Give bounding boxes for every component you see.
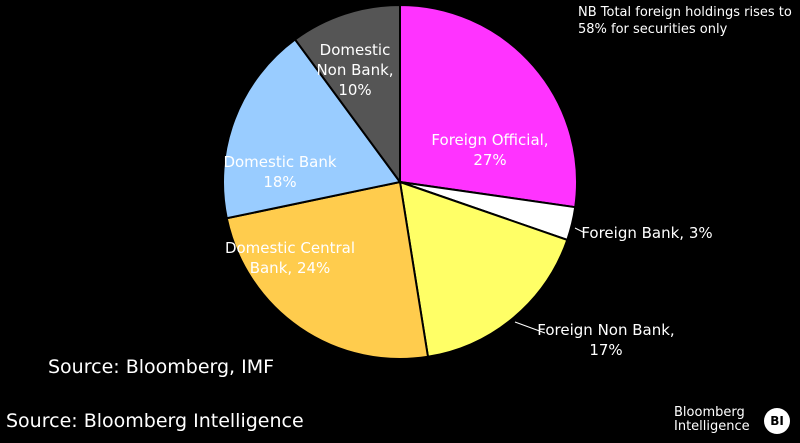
leader-line — [574, 227, 584, 233]
pie-slice — [399, 3, 578, 209]
slice-category: Foreign Non Bank, — [537, 321, 675, 339]
slice-value: 10% — [338, 81, 372, 99]
slice-label: Foreign Non Bank, 17% — [531, 320, 681, 360]
pie-slice — [225, 180, 430, 360]
slice-value: 3% — [688, 224, 713, 242]
slice-label: Domestic Bank 18% — [210, 152, 350, 192]
leader-line — [514, 321, 546, 334]
pie-slice — [293, 3, 401, 186]
slice-value: 24% — [296, 259, 331, 277]
slice-value: 17% — [589, 341, 623, 359]
slice-category: Domestic Bank — [223, 153, 337, 171]
pie-slice — [222, 38, 402, 220]
logo-text: Bloomberg Intelligence — [674, 405, 750, 434]
logo-badge: BI — [764, 408, 790, 434]
footer-source: Source: Bloomberg Intelligence — [6, 410, 304, 432]
slice-category: Domestic Non Bank, — [316, 41, 394, 79]
slice-category: Foreign Bank, — [581, 224, 685, 242]
slice-category: Foreign Official, — [431, 131, 549, 149]
slice-value: 18% — [263, 173, 297, 191]
slice-label: Domestic Non Bank, 10% — [305, 40, 405, 100]
slice-label: Foreign Bank, 3% — [577, 223, 717, 243]
chart-source: Source: Bloomberg, IMF — [48, 356, 275, 378]
annotation: NB Total foreign holdings rises to 58% f… — [578, 5, 792, 37]
slice-value: 27% — [473, 151, 507, 169]
pie-slice — [398, 180, 569, 358]
slice-label: Domestic Central Bank, 24% — [205, 238, 375, 278]
slice-category: Domestic Central Bank, — [224, 239, 356, 277]
slice-label: Foreign Official, 27% — [420, 130, 560, 170]
